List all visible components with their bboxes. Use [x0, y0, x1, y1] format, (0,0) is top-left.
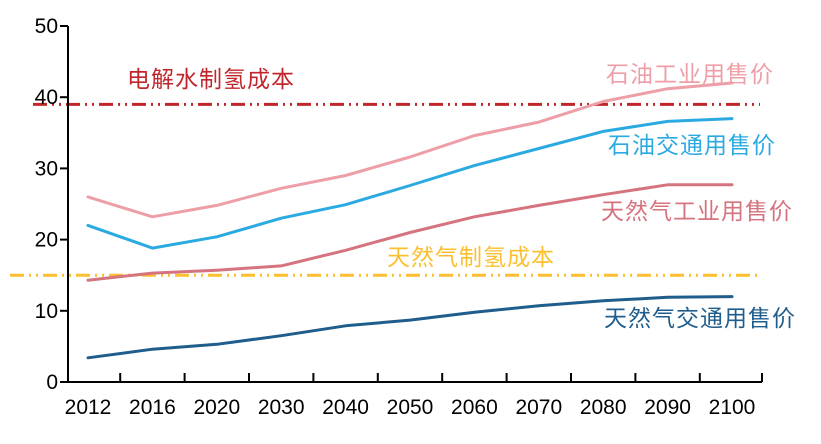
x-tick-label: 2016	[129, 396, 176, 419]
y-tick-label: 30	[35, 157, 58, 180]
y-tick-label: 50	[35, 15, 58, 38]
series-label-gas-transport-price: 天然气交通用售价	[604, 305, 796, 331]
x-tick-label: 2090	[644, 396, 691, 419]
x-tick-label: 2070	[515, 396, 562, 419]
x-tick-label: 2030	[258, 396, 305, 419]
series-line-1	[86, 117, 734, 250]
series-label-gas-industry-price: 天然气工业用售价	[601, 198, 793, 224]
reference-label-electrolysis-hydrogen-cost: 电解水制氢成本	[127, 66, 295, 92]
series-line-2	[86, 183, 734, 282]
x-tick-label: 2020	[193, 396, 240, 419]
y-tick-label: 0	[46, 371, 58, 394]
series-line-3	[86, 295, 734, 360]
series-label-oil-transport-price: 石油交通用售价	[608, 132, 776, 158]
series-line-0	[86, 81, 734, 219]
x-tick-label: 2012	[65, 396, 112, 419]
x-tick-label: 2040	[322, 396, 369, 419]
reference-label-gas-hydrogen-cost: 天然气制氢成本	[387, 244, 555, 270]
x-tick-label: 2100	[709, 396, 756, 419]
x-tick-label: 2060	[451, 396, 498, 419]
series-label-oil-industry-price: 石油工业用售价	[606, 61, 774, 87]
y-tick-label: 40	[35, 86, 58, 109]
x-tick-label: 2080	[580, 396, 627, 419]
y-tick-label: 10	[35, 300, 58, 323]
y-tick-label: 20	[35, 229, 58, 252]
x-tick-label: 2050	[387, 396, 434, 419]
